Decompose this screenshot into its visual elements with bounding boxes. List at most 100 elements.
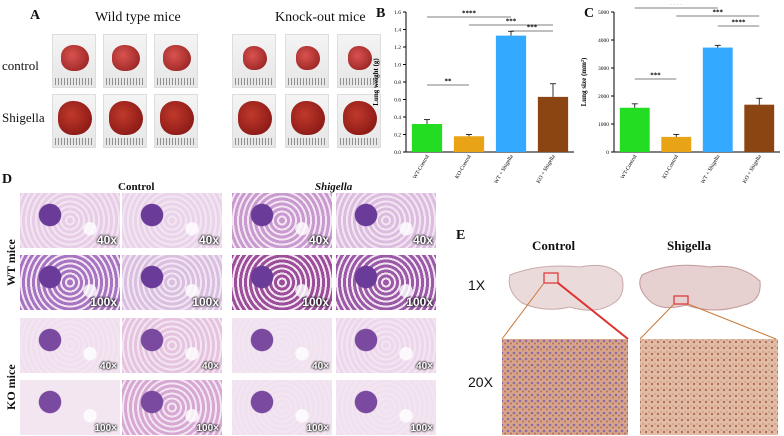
histology-tile: 100x — [336, 255, 436, 310]
ihc-shigella-zoom-line-left — [639, 303, 675, 340]
x-tick-label: WT-Control — [620, 154, 639, 181]
ruler — [157, 138, 195, 145]
magnification-label: 100x — [406, 295, 433, 309]
y-tick-label: 1000 — [598, 122, 609, 128]
significance-label: *** — [713, 9, 724, 17]
ruler — [106, 78, 144, 85]
panel-a-row-shigella: Shigella — [2, 110, 45, 125]
histology-tile: 40× — [232, 318, 332, 373]
bar-ko-shigella — [744, 104, 775, 152]
histology-tile: 40× — [20, 318, 120, 373]
ihc-shigella-section — [639, 264, 761, 311]
ruler — [288, 138, 326, 145]
histology-tile: 40x — [122, 193, 222, 248]
y-axis-label: Lung size (mm²) — [580, 57, 588, 106]
lung-specimen — [296, 46, 320, 70]
magnification-label: 40× — [202, 361, 219, 372]
lung-specimen — [109, 101, 143, 135]
ihc-shigella-20x-field — [640, 339, 778, 435]
lung-specimen — [348, 46, 372, 70]
ruler — [157, 78, 195, 85]
y-tick-label: 0.6 — [394, 98, 401, 104]
lung-specimen — [291, 101, 325, 135]
lung-specimen — [112, 45, 140, 71]
x-tick-label: WT + Shigella — [700, 154, 722, 184]
lung-specimen — [238, 101, 272, 135]
panel-d-shigella-header: Shigella — [315, 181, 353, 193]
bar-ko-shigella — [537, 96, 569, 152]
bar-wt-shigella — [495, 35, 527, 152]
panel-d-row-ko: KO mice — [4, 364, 18, 410]
x-tick-label: WT-Control — [412, 154, 431, 181]
ruler — [55, 78, 93, 85]
panel-a-letter: A — [30, 8, 41, 23]
bar-ko-control — [453, 136, 485, 152]
ihc-shigella-zoom-box — [673, 295, 689, 305]
y-tick-label: 1.4 — [394, 28, 401, 34]
magnification-label: 40x — [412, 233, 433, 247]
histology-tile: 40x — [336, 193, 436, 248]
significance-label: **** — [732, 19, 747, 27]
lung-photo — [337, 94, 381, 148]
y-tick-label: 0 — [606, 150, 609, 156]
ihc-control-section — [508, 264, 624, 311]
significance-label: **** — [669, 4, 684, 9]
significance-label: **** — [462, 10, 477, 18]
histology-tile: 40× — [336, 318, 436, 373]
lung-specimen — [61, 45, 89, 71]
histology-tile: 100× — [122, 380, 222, 435]
y-tick-label: 0.0 — [394, 150, 401, 156]
magnification-label: 40x — [198, 233, 219, 247]
y-tick-label: 0.4 — [394, 115, 401, 121]
lung-photo — [103, 34, 147, 88]
ihc-control-zoom-line-left — [501, 282, 545, 340]
panel-d-row-wt: WT mice — [4, 239, 18, 286]
histology-tile: 40× — [122, 318, 222, 373]
magnification-label: 100× — [410, 423, 433, 434]
x-tick-label: KO + Shigella — [536, 154, 557, 184]
bar-wt-control — [619, 107, 650, 152]
ruler — [106, 138, 144, 145]
x-tick-label: KO-Control — [454, 154, 473, 180]
significance-label: *** — [650, 72, 661, 80]
lung-photo — [232, 94, 276, 148]
histology-tile: 100× — [336, 380, 436, 435]
lung-photo — [285, 94, 329, 148]
ruler — [235, 78, 273, 85]
panel-b-lung-weight-chart: 0.0 0.2 0.4 0.6 0.8 1.0 1.2 1.4 1.6 Lung weight (… — [372, 10, 574, 184]
bar-wt-shigella — [702, 47, 733, 153]
y-tick-label: 1.0 — [394, 63, 401, 69]
x-tick-label: WT + Shigella — [493, 154, 515, 184]
ihc-shigella-zoom-line-right — [687, 303, 777, 340]
y-tick-label: 1.2 — [394, 45, 401, 51]
histology-tile: 40x — [20, 193, 120, 248]
magnification-label: 100× — [306, 423, 329, 434]
lung-specimen — [243, 46, 267, 70]
magnification-label: 40x — [308, 233, 329, 247]
panel-a-wt-header: Wild type mice — [95, 10, 181, 25]
panel-e-letter: E — [456, 228, 466, 243]
ihc-control-20x-field — [502, 339, 628, 435]
panel-d-control-header: Control — [118, 181, 155, 193]
histology-tile: 100x — [232, 255, 332, 310]
y-axis-label: Lung weight (g) — [372, 58, 380, 106]
lung-specimen — [160, 101, 194, 135]
magnification-label: 100x — [302, 295, 329, 309]
y-tick-label: 0.2 — [394, 133, 401, 139]
panel-a-row-control: control — [2, 58, 39, 73]
significance-label: *** — [506, 18, 517, 26]
panel-e-shigella-header: Shigella — [667, 238, 712, 253]
significance-label: *** — [527, 24, 538, 32]
ihc-control-zoom-box — [543, 272, 559, 284]
y-tick-label: 3000 — [598, 66, 609, 72]
panel-a-ko-header: Knock-out mice — [275, 10, 366, 25]
lung-specimen — [58, 101, 92, 135]
y-tick-label: 4000 — [598, 38, 609, 44]
panel-b-letter: B — [376, 6, 386, 21]
ruler — [235, 138, 273, 145]
ruler — [288, 78, 326, 85]
ihc-control-zoom-line-right — [557, 282, 629, 340]
panel-e-control-header: Control — [532, 238, 576, 253]
bar-ko-control — [661, 136, 692, 152]
panel-e-ihc-figure — [501, 264, 778, 435]
